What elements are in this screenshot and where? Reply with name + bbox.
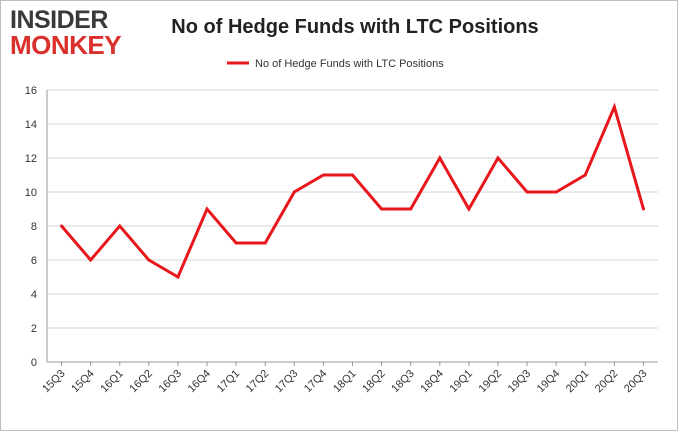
data-point: [351, 173, 354, 177]
data-point: [263, 241, 267, 245]
data-point: [89, 258, 93, 262]
data-point: [467, 207, 471, 211]
x-tick-label: 18Q4: [418, 368, 446, 396]
legend: No of Hedge Funds with LTC Positions: [227, 58, 444, 70]
x-tick-label: 15Q4: [69, 368, 97, 396]
data-point: [292, 190, 296, 194]
y-tick-label: 16: [25, 85, 37, 97]
axes: [46, 90, 658, 366]
x-tick-label: 17Q3: [273, 368, 301, 396]
y-tick-label: 2: [31, 323, 37, 335]
data-point: [496, 156, 500, 160]
x-tick-label: 15Q3: [40, 368, 68, 396]
chart-title: No of Hedge Funds with LTC Positions: [171, 16, 539, 38]
y-tick-label: 8: [31, 221, 37, 233]
data-point: [641, 207, 645, 211]
data-point: [438, 156, 442, 160]
legend-label: No of Hedge Funds with LTC Positions: [255, 58, 444, 70]
data-point: [525, 190, 529, 194]
x-tick-label: 17Q4: [302, 368, 330, 396]
data-point: [147, 258, 151, 262]
data-point: [176, 275, 180, 279]
y-tick-label: 4: [31, 289, 37, 301]
data-point: [583, 173, 587, 177]
x-tick-label: 19Q3: [506, 368, 534, 396]
x-tick-label: 17Q2: [244, 368, 272, 396]
logo-line-1: INSIDER: [10, 6, 108, 34]
data-point: [409, 207, 413, 211]
data-point: [60, 224, 64, 228]
data-point: [612, 105, 616, 109]
data-point: [118, 224, 122, 228]
x-tick-labels: 15Q3 15Q4 16Q1 16Q2 16Q3 16Q4 17Q1 17Q2 17Q3 17Q4…: [40, 368, 649, 396]
x-tick-label: 20Q3: [622, 368, 650, 396]
grid-lines: [47, 89, 658, 363]
x-tick-label: 19Q2: [477, 368, 505, 396]
y-tick-label: 14: [25, 119, 37, 131]
y-tick-label: 0: [31, 357, 37, 369]
x-tick-label: 20Q2: [593, 368, 621, 396]
insider-monkey-logo: INSIDER MONKEY: [10, 6, 130, 60]
data-point: [554, 190, 558, 194]
x-tick-label: 19Q1: [447, 368, 475, 396]
x-tick-label: 18Q2: [360, 368, 388, 396]
x-tick-label: 16Q3: [157, 368, 185, 396]
y-tick-labels: 0 2 4 6 8 10 12 14 16: [25, 85, 37, 369]
y-tick-label: 12: [25, 153, 37, 165]
data-point: [321, 173, 325, 177]
data-point: [205, 207, 209, 211]
series: [60, 102, 645, 280]
x-tick-label: 18Q3: [389, 368, 417, 396]
y-tick-label: 10: [25, 187, 37, 199]
x-tick-label: 16Q2: [127, 368, 155, 396]
x-tick-label: 19Q4: [535, 368, 563, 396]
data-point: [234, 241, 238, 245]
x-tick-label: 20Q1: [564, 368, 592, 396]
logo-line-2: MONKEY: [10, 30, 122, 60]
x-tick-label: 16Q1: [98, 368, 126, 396]
data-point: [380, 207, 384, 211]
x-tick-label: 18Q1: [331, 368, 359, 396]
x-tick-label: 17Q1: [215, 368, 243, 396]
y-tick-label: 6: [31, 255, 37, 267]
x-tick-label: 16Q4: [186, 368, 214, 396]
